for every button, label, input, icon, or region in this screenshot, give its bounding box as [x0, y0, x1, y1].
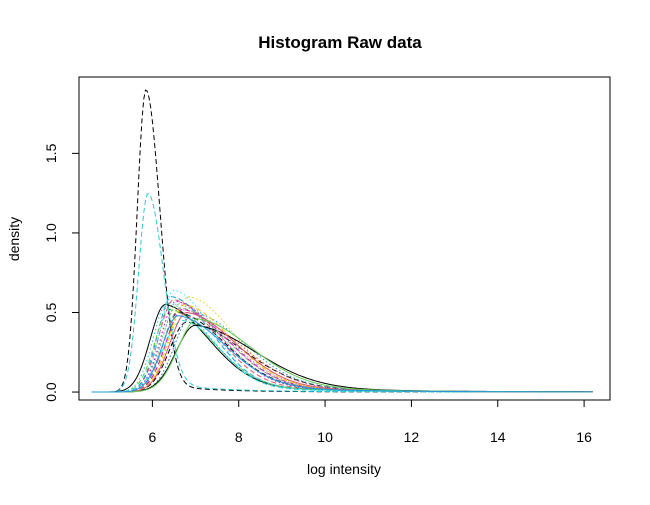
y-axis: 0.0 0.5 1.0 1.5	[43, 143, 80, 402]
y-tick-label: 1.0	[43, 223, 59, 243]
density-series-24	[91, 315, 593, 393]
series-layer	[91, 89, 593, 393]
x-tick-label: 16	[576, 429, 592, 445]
density-series-2	[91, 193, 593, 393]
x-tick-label: 14	[490, 429, 506, 445]
density-series-22	[91, 311, 593, 393]
x-tick-label: 12	[404, 429, 420, 445]
y-tick-label: 0.0	[43, 382, 59, 402]
density-series-8	[91, 296, 593, 393]
chart-title: Histogram Raw data	[258, 33, 422, 52]
density-series-9	[91, 289, 593, 393]
x-tick-label: 6	[148, 429, 156, 445]
density-series-19	[91, 324, 593, 393]
x-tick-label: 10	[317, 429, 333, 445]
density-series-11	[91, 296, 593, 393]
y-tick-label: 0.5	[43, 303, 59, 323]
x-tick-label: 8	[235, 429, 243, 445]
density-series-6	[91, 299, 593, 393]
density-series-12	[91, 302, 593, 393]
x-axis: 6 8 10 12 14 16	[148, 399, 592, 445]
x-axis-label: log intensity	[307, 461, 381, 477]
density-series-23	[91, 318, 593, 393]
y-axis-label: density	[6, 217, 22, 261]
density-series-13	[91, 316, 593, 393]
y-tick-label: 1.5	[43, 143, 59, 163]
